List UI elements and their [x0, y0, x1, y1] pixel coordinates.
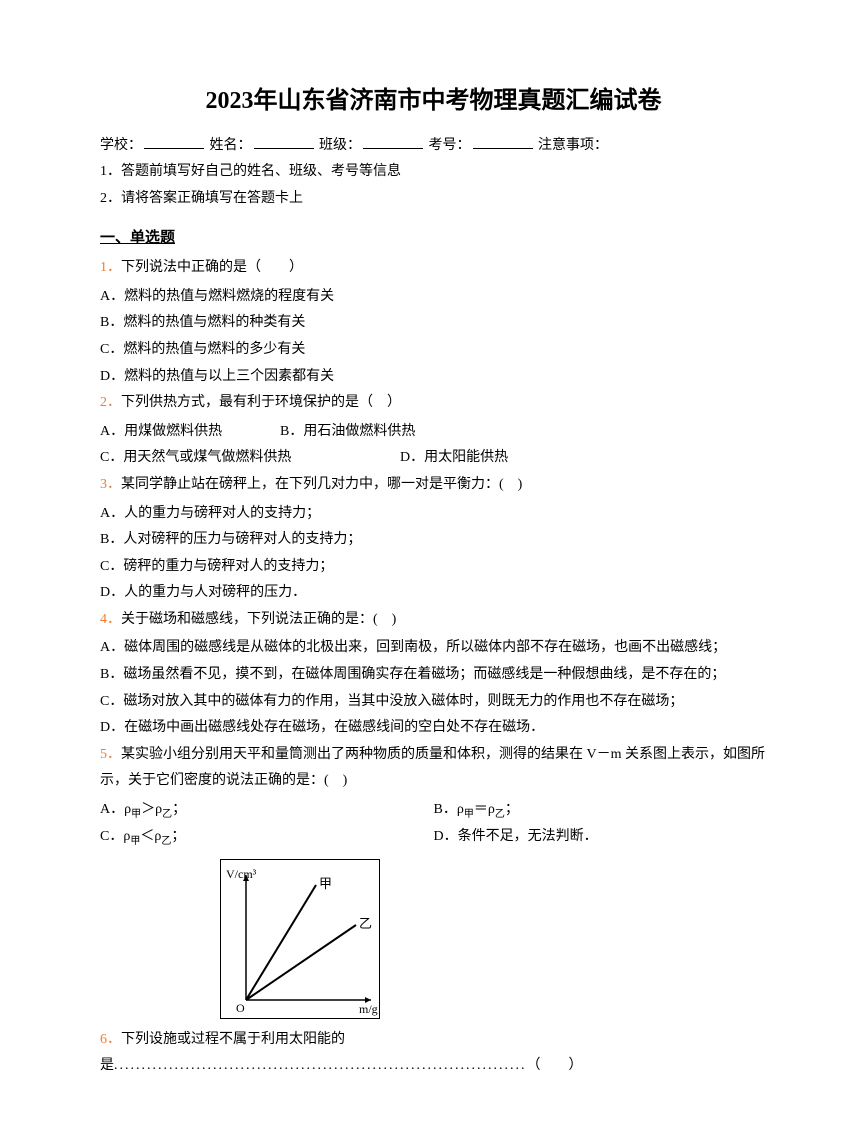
class-blank[interactable] [363, 135, 423, 149]
q2-option-b: B．用石油做燃料供热 [280, 419, 767, 446]
q1-option-c: C．燃料的热值与燃料的多少有关 [100, 337, 767, 364]
q5-option-a: A．ρ甲＞ρ乙； [100, 797, 434, 824]
q4-option-b: B．磁场虽然看不见，摸不到，在磁体周围确实存在着磁场；而磁感线是一种假想曲线，是… [100, 662, 767, 689]
chart-origin: O [236, 1001, 245, 1015]
q6-dots: ........................................… [114, 1058, 527, 1073]
q4-text: 关于磁场和磁感线，下列说法正确的是：( ) [121, 612, 396, 627]
question-5: 5．某实验小组分别用天平和量筒测出了两种物质的质量和体积，测得的结果在 V－m … [100, 742, 767, 795]
q3-option-d: D．人的重力与人对磅秤的压力． [100, 580, 767, 607]
q5-text: 某实验小组分别用天平和量筒测出了两种物质的质量和体积，测得的结果在 V－m 关系… [100, 747, 765, 789]
chart-y-label: V/cm³ [226, 867, 257, 881]
q1-option-a: A．燃料的热值与燃料燃烧的程度有关 [100, 284, 767, 311]
q4-option-c: C．磁场对放入其中的磁体有力的作用，当其中没放入磁体时，则既无力的作用也不存在磁… [100, 689, 767, 716]
question-2: 2．下列供热方式，最有利于环境保护的是（ ） [100, 390, 767, 417]
question-6: 6．下列设施或过程不属于利用太阳能的是.....................… [100, 1027, 767, 1080]
q3-text: 某同学静止站在磅秤上，在下列几对力中，哪一对是平衡力：( ) [121, 477, 522, 492]
question-1: 1．下列说法中正确的是（ ） [100, 255, 767, 282]
q1-number: 1． [100, 260, 121, 275]
q5-option-c: C．ρ甲＜ρ乙； [100, 824, 434, 851]
question-4: 4．关于磁场和磁感线，下列说法正确的是：( ) [100, 607, 767, 634]
class-label: 班级： [319, 138, 361, 153]
q3-option-b: B．人对磅秤的压力与磅秤对人的支持力； [100, 527, 767, 554]
q3-option-a: A．人的重力与磅秤对人的支持力； [100, 501, 767, 528]
q1-option-d: D．燃料的热值与以上三个因素都有关 [100, 364, 767, 391]
name-blank[interactable] [254, 135, 314, 149]
q6-number: 6． [100, 1032, 121, 1047]
chart-x-label: m/g [359, 1002, 378, 1016]
q1-option-b: B．燃料的热值与燃料的种类有关 [100, 310, 767, 337]
section-1-title: 一、单选题 [100, 226, 767, 247]
q5-number: 5． [100, 747, 121, 762]
chart-line2-label: 乙 [359, 916, 372, 931]
q5-option-b: B．ρ甲＝ρ乙； [434, 797, 768, 824]
q1-text: 下列说法中正确的是（ ） [121, 260, 303, 275]
q2-option-d: D．用太阳能供热 [400, 445, 767, 472]
note-label: 注意事项： [538, 138, 608, 153]
student-info-line: 学校： 姓名： 班级： 考号： 注意事项： [100, 135, 767, 157]
q2-option-a: A．用煤做燃料供热 [100, 419, 280, 446]
q3-option-c: C．磅秤的重力与磅秤对人的支持力； [100, 554, 767, 581]
number-label: 考号： [429, 138, 471, 153]
note-2: 2．请将答案正确填写在答题卡上 [100, 188, 767, 210]
q3-number: 3． [100, 477, 121, 492]
school-label: 学校： [100, 138, 142, 153]
q2-number: 2． [100, 395, 121, 410]
document-title: 2023年山东省济南市中考物理真题汇编试卷 [100, 80, 767, 115]
q2-option-c: C．用天然气或煤气做燃料供热 [100, 445, 400, 472]
q4-option-a: A．磁体周围的磁感线是从磁体的北极出来，回到南极，所以磁体内部不存在磁场，也画不… [100, 635, 767, 662]
school-blank[interactable] [144, 135, 204, 149]
question-3: 3．某同学静止站在磅秤上，在下列几对力中，哪一对是平衡力：( ) [100, 472, 767, 499]
q4-option-d: D．在磁场中画出磁感线处存在磁场，在磁感线间的空白处不存在磁场． [100, 715, 767, 742]
q2-text: 下列供热方式，最有利于环境保护的是（ ） [121, 395, 401, 410]
q6-end: （ ） [527, 1058, 583, 1073]
number-blank[interactable] [473, 135, 533, 149]
q5-chart: V/cm³ m/g O 甲 乙 [220, 859, 767, 1019]
note-1: 1．答题前填写好自己的姓名、班级、考号等信息 [100, 161, 767, 183]
name-label: 姓名： [210, 138, 252, 153]
chart-line1-label: 甲 [319, 876, 332, 891]
q4-number: 4． [100, 612, 121, 627]
q5-option-d: D．条件不足，无法判断． [434, 824, 768, 851]
